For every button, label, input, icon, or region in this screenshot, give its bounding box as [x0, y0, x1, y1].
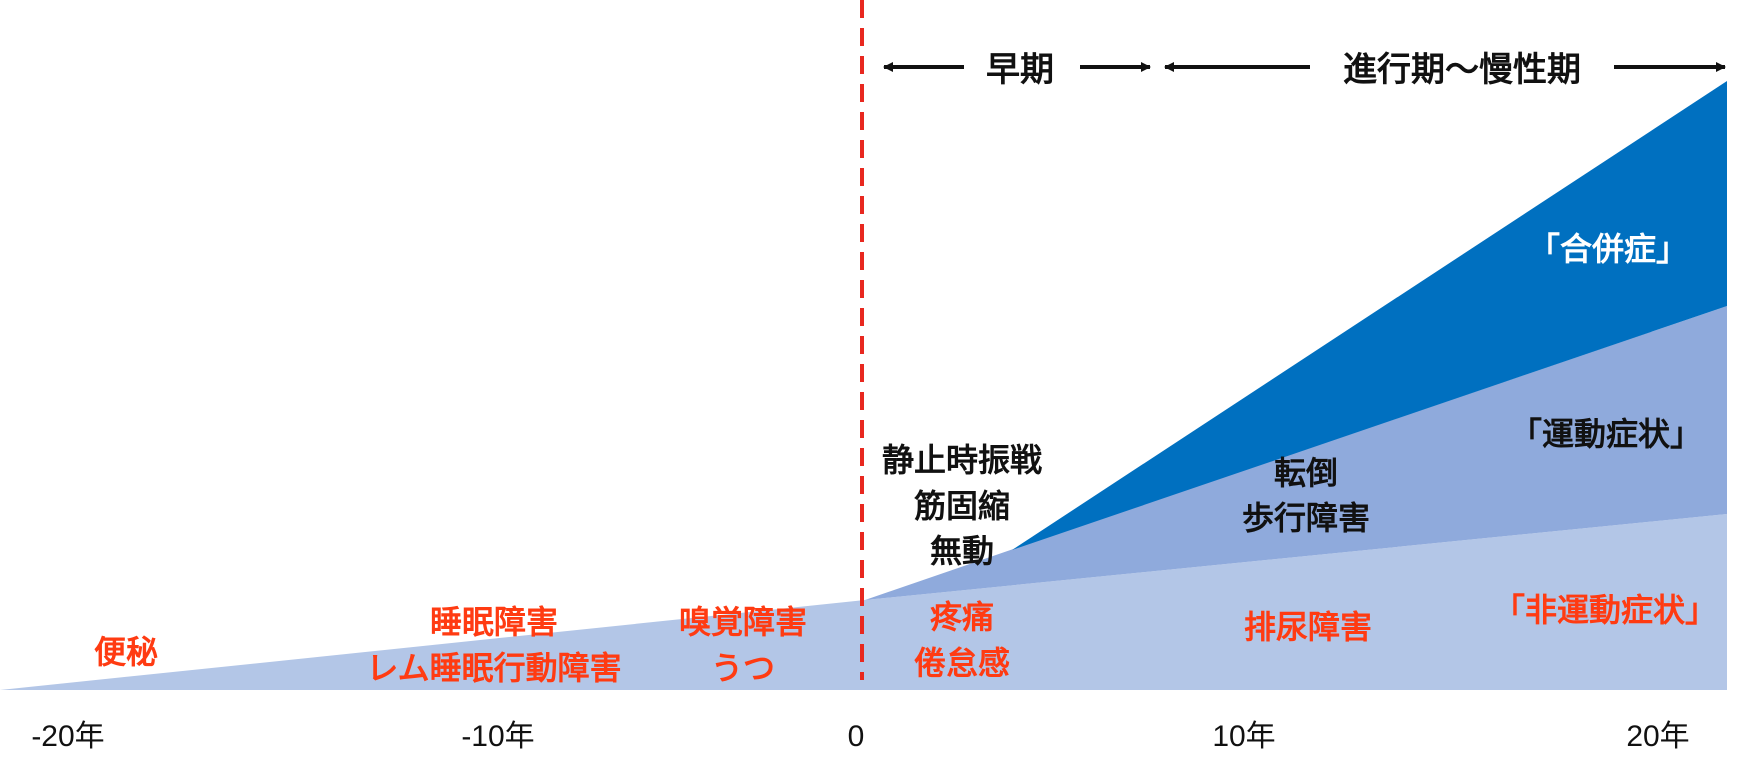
symptom-depression: うつ: [711, 649, 775, 687]
symptom-constipation: 便秘: [94, 633, 158, 671]
tick-10: 10年: [1212, 720, 1275, 753]
symptom-tremor: 静止時振戦: [882, 441, 1042, 479]
tick-20: 20年: [1626, 720, 1689, 753]
tick-minus-10: -10年: [461, 720, 534, 753]
symptom-olfactory: 嗅覚障害: [679, 603, 807, 641]
symptom-gait: 歩行障害: [1242, 499, 1370, 537]
category-motor: 「運動症状」: [1510, 415, 1702, 453]
symptom-akinesia: 無動: [930, 532, 994, 570]
category-complication: 「合併症」: [1528, 230, 1688, 268]
category-non-motor: 「非運動症状」: [1493, 591, 1717, 629]
symptom-fatigue: 倦怠感: [914, 644, 1010, 682]
symptom-pain: 疼痛: [930, 598, 994, 636]
symptom-sleep-disorder: 睡眠障害: [430, 603, 558, 641]
phase-advanced-label: 進行期〜慢性期: [1343, 50, 1581, 90]
symptom-urinary: 排尿障害: [1244, 608, 1372, 646]
symptom-rbd: レム睡眠行動障害: [366, 649, 621, 687]
complication-area: [1012, 81, 1727, 550]
tick-minus-20: -20年: [31, 720, 104, 753]
symptom-rigidity: 筋固縮: [914, 487, 1010, 525]
tick-zero: 0: [848, 720, 865, 753]
phase-early-label: 早期: [986, 50, 1054, 90]
symptom-falls: 転倒: [1274, 454, 1338, 492]
